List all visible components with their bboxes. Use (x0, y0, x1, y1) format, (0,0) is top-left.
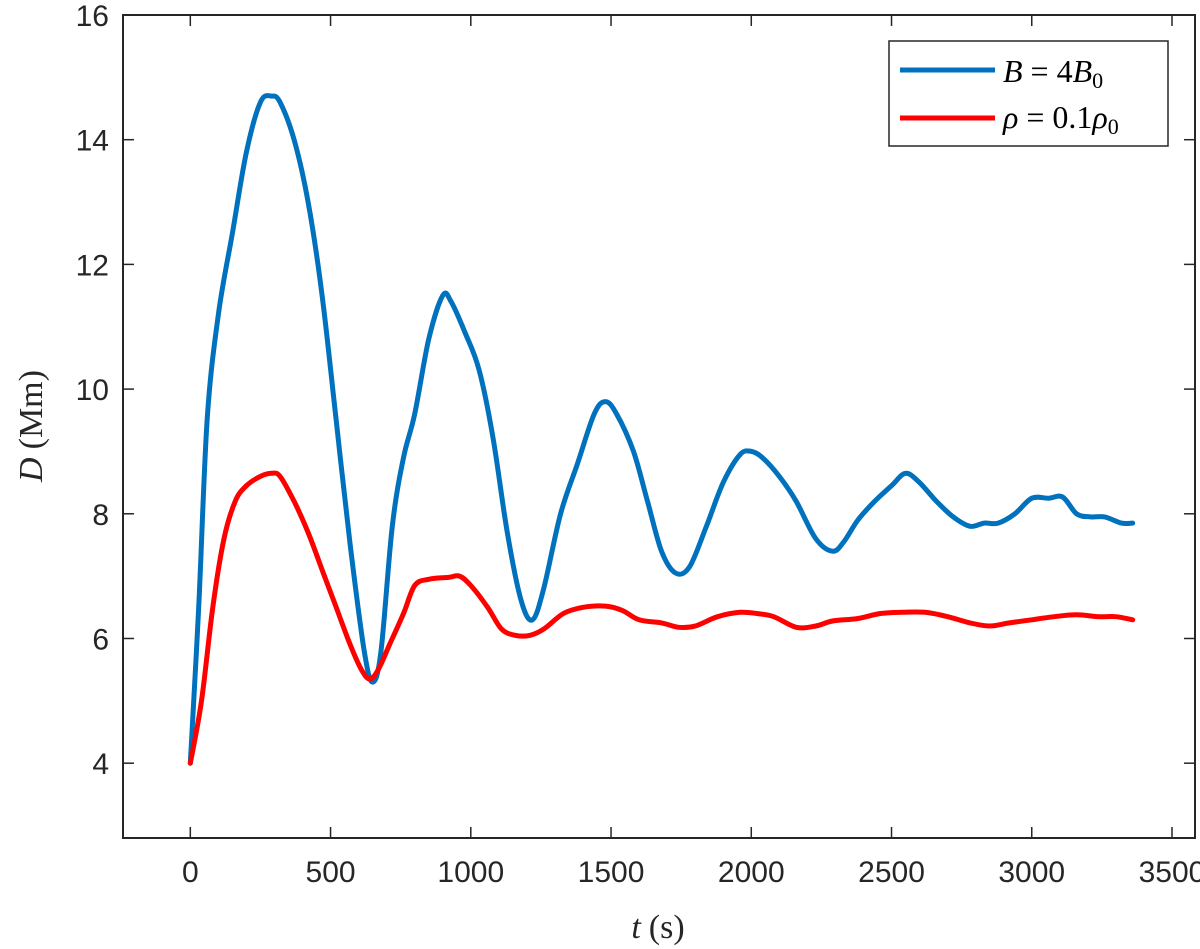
axes-box (122, 14, 1196, 839)
x-tick-label: 500 (306, 856, 356, 889)
axis-ticks (123, 14, 1195, 838)
legend-box (888, 40, 1169, 147)
legend-label-rho: ρ = 0.1ρ0 (1002, 99, 1119, 139)
series-line-b (187, 93, 1136, 766)
series-line-rho (187, 470, 1136, 766)
legend-label-b: B = 4B0 (1003, 53, 1103, 93)
y-axis-title: D(Mm) (13, 370, 50, 483)
x-tick-label: 2500 (858, 856, 925, 889)
y-tick-label: 8 (92, 499, 109, 532)
x-axis-title: t (s) (631, 909, 684, 946)
x-tick-label: 1000 (437, 856, 504, 889)
y-tick-label: 12 (76, 249, 109, 282)
y-tick-label: 10 (76, 374, 109, 407)
x-tick-label: 1500 (578, 856, 645, 889)
series-layer (187, 93, 1136, 766)
x-tick-label: 2000 (718, 856, 785, 889)
y-tick-label: 14 (76, 125, 109, 158)
y-tick-label: 6 (92, 623, 109, 656)
x-tick-label: 3500 (1139, 856, 1200, 889)
x-tick-label: 0 (182, 856, 199, 889)
x-tick-label: 3000 (998, 856, 1065, 889)
tick-labels: 0 500 1000 1500 2000 2500 3000 3500 4 6 8 10 12 14 16 (76, 0, 1200, 889)
y-tick-label: 16 (76, 0, 109, 33)
legend: B = 4B0 ρ = 0.1ρ0 (888, 40, 1169, 147)
y-tick-label: 4 (92, 748, 109, 781)
